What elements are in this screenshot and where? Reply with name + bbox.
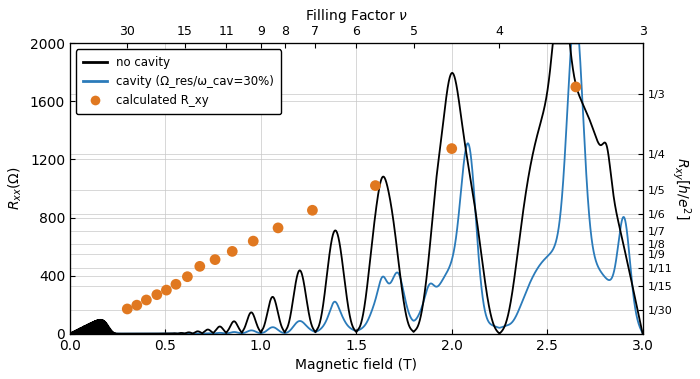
Y-axis label: $R_{xx}(\Omega)$: $R_{xx}(\Omega)$: [7, 167, 24, 210]
Point: [182, 274, 193, 280]
Point: [227, 248, 238, 254]
Point: [161, 287, 172, 293]
Point: [209, 257, 220, 263]
Point: [170, 281, 181, 287]
Point: [131, 302, 142, 308]
Legend: no cavity, cavity (Ω_res/ω_cav=30%), calculated R_xy: no cavity, cavity (Ω_res/ω_cav=30%), cal…: [76, 49, 281, 114]
X-axis label: Filling Factor $\nu$: Filling Factor $\nu$: [304, 7, 408, 25]
Point: [570, 84, 582, 90]
Point: [370, 183, 381, 189]
Point: [141, 297, 152, 303]
Point: [122, 306, 133, 312]
Point: [446, 146, 457, 152]
X-axis label: Magnetic field (T): Magnetic field (T): [295, 358, 417, 372]
Point: [248, 238, 259, 244]
Y-axis label: $R_{xy}[h/e^2]$: $R_{xy}[h/e^2]$: [670, 157, 693, 220]
Point: [151, 292, 162, 298]
Point: [272, 225, 284, 231]
Point: [307, 207, 318, 213]
Point: [194, 263, 205, 269]
